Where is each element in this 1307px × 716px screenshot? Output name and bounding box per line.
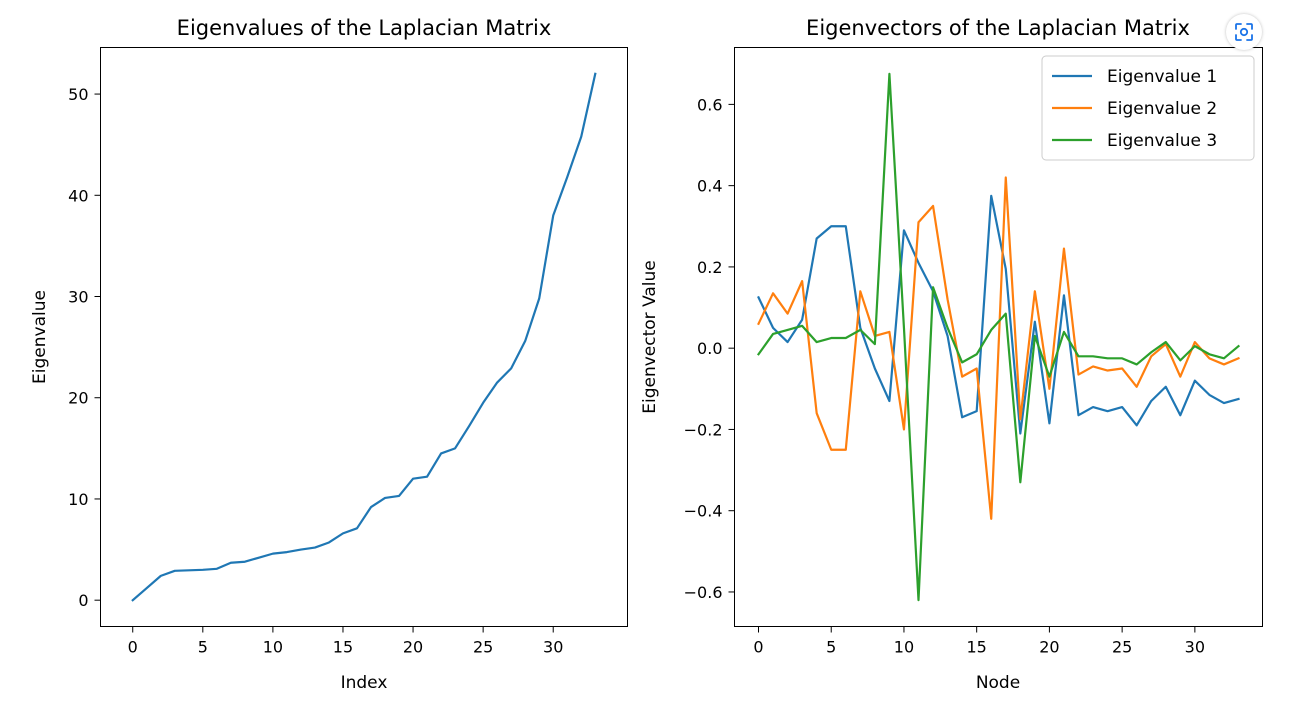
eigenvalues-y-axis-label: Eigenvalue (30, 290, 50, 384)
eigenvectors-x-tick-label: 0 (753, 638, 763, 657)
eigenvalues-plot-area: 0 5 10 15 20 25 30 0 10 20 30 40 50 (68, 72, 597, 657)
eigenvectors-x-tick-label: 25 (1112, 638, 1132, 657)
eigenvectors-series-line-2 (757, 176, 1240, 520)
eigenvectors-x-tick-label: 20 (1039, 638, 1059, 657)
eigenvalues-x-axis-label: Index (341, 673, 388, 693)
eigenvectors-series-line-1 (757, 194, 1240, 435)
legend-entry-1: Eigenvalue 1 (1107, 67, 1217, 87)
eigenvectors-y-tick-label: −0.4 (684, 502, 723, 521)
eigenvectors-plot-area: 0 5 10 15 20 25 30 −0.6 −0.4 −0.2 0.0 0.2 0.4 0.6 (684, 72, 1241, 657)
eigenvectors-y-tick-label: −0.2 (684, 420, 723, 439)
eigenvalues-chart: Eigenvalues of the Laplacian Matrix 0 5 10… (30, 16, 628, 693)
eigenvectors-x-axis-label: Node (976, 673, 1020, 693)
eigenvalues-axes-frame (100, 47, 628, 627)
eigenvectors-x-tick-label: 5 (826, 638, 836, 657)
eigenvalues-x-tick-label: 5 (198, 638, 208, 657)
eigenvalues-x-tick-label: 10 (263, 638, 283, 657)
legend-entry-3: Eigenvalue 3 (1107, 131, 1217, 151)
eigenvectors-chart: Eigenvectors of the Laplacian Matrix 0 5 1… (640, 16, 1263, 693)
eigenvalues-chart-title: Eigenvalues of the Laplacian Matrix (177, 16, 552, 40)
eigenvectors-legend: Eigenvalue 1 Eigenvalue 2 Eigenvalue 3 (1041, 55, 1255, 161)
eigenvalues-series-line-1 (131, 72, 597, 602)
eigenvectors-axes-frame (734, 47, 1263, 627)
eigenvalues-y-tick-label: 20 (68, 389, 88, 408)
eigenvectors-y-tick-label: 0.0 (697, 339, 722, 358)
eigenvectors-y-tick-label: 0.6 (697, 95, 722, 114)
eigenvalues-x-tick-label: 20 (403, 638, 423, 657)
eigenvalues-x-tick-label: 30 (543, 638, 563, 657)
lens-icon (1235, 23, 1253, 41)
eigenvectors-x-tick-label: 15 (967, 638, 987, 657)
eigenvalues-x-tick-label: 15 (333, 638, 353, 657)
lens-button[interactable] (1226, 14, 1262, 50)
eigenvectors-y-tick-label: −0.6 (684, 583, 723, 602)
eigenvectors-chart-title: Eigenvectors of the Laplacian Matrix (806, 16, 1190, 40)
eigenvalues-y-tick-label: 30 (68, 288, 88, 307)
eigenvectors-y-tick-label: 0.2 (697, 258, 722, 277)
eigenvalues-y-tick-label: 40 (68, 186, 88, 205)
eigenvalues-y-tick-label: 50 (68, 85, 88, 104)
eigenvectors-x-tick-label: 10 (894, 638, 914, 657)
eigenvectors-x-tick-label: 30 (1185, 638, 1205, 657)
eigenvalues-x-tick-label: 0 (128, 638, 138, 657)
eigenvalues-y-tick-label: 0 (78, 591, 88, 610)
eigenvectors-y-axis-label: Eigenvector Value (640, 260, 660, 414)
legend-entry-2: Eigenvalue 2 (1107, 99, 1217, 119)
eigenvectors-y-tick-label: 0.4 (697, 177, 722, 196)
legend-frame (1041, 55, 1255, 161)
eigenvalues-x-tick-label: 25 (473, 638, 493, 657)
eigenvectors-series-line-3 (756, 72, 1241, 602)
eigenvalues-y-tick-label: 10 (68, 490, 88, 509)
